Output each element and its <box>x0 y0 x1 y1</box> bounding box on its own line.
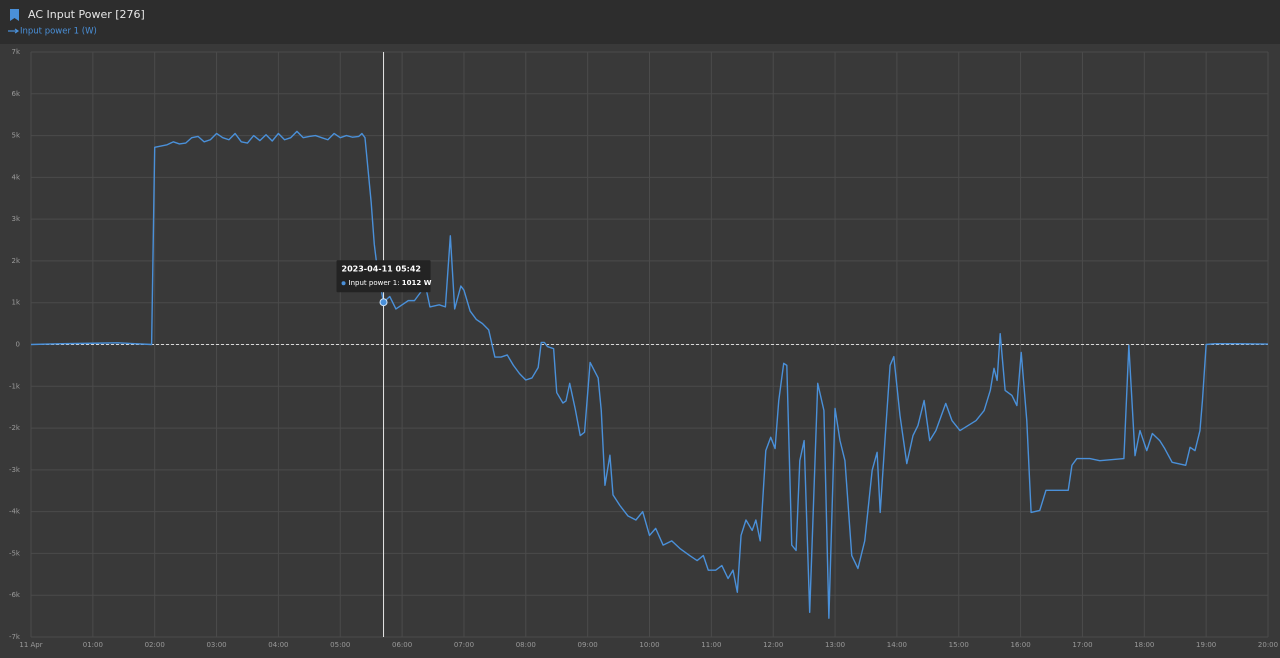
x-tick-label: 04:00 <box>268 641 288 649</box>
y-tick-label: -7k <box>9 633 21 641</box>
y-tick-label: 3k <box>11 215 20 223</box>
y-tick-label: 7k <box>11 48 20 56</box>
x-tick-label: 01:00 <box>83 641 103 649</box>
y-tick-label: 4k <box>11 173 20 181</box>
x-tick-label: 06:00 <box>392 641 412 649</box>
tooltip-title: 2023-04-11 05:42 <box>342 265 421 274</box>
y-tick-label: -1k <box>9 382 21 390</box>
x-tick-label: 14:00 <box>887 641 907 649</box>
x-tick-label: 11:00 <box>701 641 721 649</box>
x-tick-label: 12:00 <box>763 641 783 649</box>
x-tick-label: 02:00 <box>145 641 165 649</box>
x-tick-label: 13:00 <box>825 641 845 649</box>
y-tick-label: 6k <box>11 90 20 98</box>
y-tick-label: 2k <box>11 257 20 265</box>
tooltip-text: Input power 1: 1012 W <box>349 279 432 287</box>
y-tick-label: -5k <box>9 549 21 557</box>
x-tick-label: 09:00 <box>578 641 598 649</box>
x-tick-label: 08:00 <box>516 641 536 649</box>
chart-title: AC Input Power [276] <box>28 8 145 21</box>
legend-symbol <box>8 28 20 34</box>
x-tick-label: 20:00 <box>1258 641 1278 649</box>
tooltip-value: 1012 W <box>402 279 432 287</box>
x-tick-label: 15:00 <box>949 641 969 649</box>
y-tick-label: -4k <box>9 508 21 516</box>
x-tick-label: 11 Apr <box>19 641 42 649</box>
y-tick-label: -2k <box>9 424 21 432</box>
y-tick-label: -6k <box>9 591 21 599</box>
hover-marker <box>379 298 388 307</box>
tooltip-label: Input power 1: <box>349 279 400 287</box>
x-tick-label: 07:00 <box>454 641 474 649</box>
y-tick-label: 1k <box>11 299 20 307</box>
y-tick-label: 5k <box>11 132 20 140</box>
data-line <box>30 130 1269 619</box>
title-icon <box>10 9 19 21</box>
tooltip-dot <box>341 281 346 286</box>
x-tick-label: 18:00 <box>1134 641 1154 649</box>
header <box>0 0 1280 44</box>
tooltip-box <box>336 260 431 293</box>
x-tick-label: 10:00 <box>639 641 659 649</box>
x-tick-label: 19:00 <box>1196 641 1216 649</box>
x-tick-label: 03:00 <box>206 641 226 649</box>
legend-label[interactable]: Input power 1 (W) <box>20 27 97 37</box>
x-tick-label: 05:00 <box>330 641 350 649</box>
x-tick-label: 17:00 <box>1072 641 1092 649</box>
tooltip: 2023-04-11 05:42 Input power 1: 1012 W <box>336 260 432 293</box>
y-tick-label: -3k <box>9 466 21 474</box>
y-tick-label: 0 <box>16 341 20 349</box>
x-tick-label: 16:00 <box>1011 641 1031 649</box>
legend[interactable]: Input power 1 (W) <box>8 27 97 37</box>
